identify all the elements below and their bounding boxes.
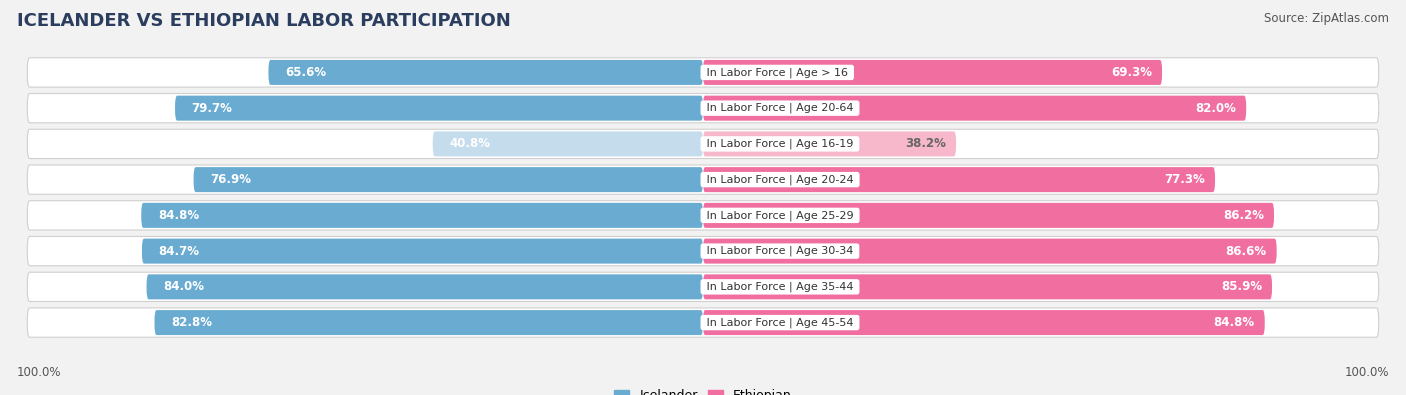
- Text: 82.0%: 82.0%: [1195, 102, 1236, 115]
- Text: Source: ZipAtlas.com: Source: ZipAtlas.com: [1264, 12, 1389, 25]
- Text: 84.7%: 84.7%: [159, 245, 200, 258]
- Legend: Icelander, Ethiopian: Icelander, Ethiopian: [609, 384, 797, 395]
- Text: 100.0%: 100.0%: [17, 366, 62, 379]
- Text: In Labor Force | Age 35-44: In Labor Force | Age 35-44: [703, 282, 858, 292]
- Text: 84.8%: 84.8%: [157, 209, 198, 222]
- Text: In Labor Force | Age 16-19: In Labor Force | Age 16-19: [703, 139, 856, 149]
- Text: 38.2%: 38.2%: [905, 137, 946, 150]
- Text: ICELANDER VS ETHIOPIAN LABOR PARTICIPATION: ICELANDER VS ETHIOPIAN LABOR PARTICIPATI…: [17, 12, 510, 30]
- Text: 77.3%: 77.3%: [1164, 173, 1205, 186]
- Text: In Labor Force | Age 20-24: In Labor Force | Age 20-24: [703, 174, 858, 185]
- FancyBboxPatch shape: [433, 132, 703, 156]
- Text: 82.8%: 82.8%: [172, 316, 212, 329]
- Text: In Labor Force | Age 25-29: In Labor Force | Age 25-29: [703, 210, 858, 221]
- Text: 79.7%: 79.7%: [191, 102, 232, 115]
- Text: 86.6%: 86.6%: [1226, 245, 1267, 258]
- FancyBboxPatch shape: [141, 203, 703, 228]
- Text: 84.0%: 84.0%: [163, 280, 204, 293]
- FancyBboxPatch shape: [703, 310, 1265, 335]
- FancyBboxPatch shape: [146, 275, 703, 299]
- FancyBboxPatch shape: [27, 129, 1379, 158]
- FancyBboxPatch shape: [703, 275, 1272, 299]
- Text: 69.3%: 69.3%: [1111, 66, 1152, 79]
- FancyBboxPatch shape: [27, 201, 1379, 230]
- FancyBboxPatch shape: [703, 132, 956, 156]
- FancyBboxPatch shape: [27, 237, 1379, 266]
- Text: 40.8%: 40.8%: [450, 137, 491, 150]
- FancyBboxPatch shape: [27, 58, 1379, 87]
- Text: In Labor Force | Age > 16: In Labor Force | Age > 16: [703, 67, 852, 78]
- Text: In Labor Force | Age 20-64: In Labor Force | Age 20-64: [703, 103, 858, 113]
- Text: 76.9%: 76.9%: [209, 173, 252, 186]
- FancyBboxPatch shape: [703, 96, 1246, 120]
- Text: 85.9%: 85.9%: [1220, 280, 1263, 293]
- FancyBboxPatch shape: [703, 167, 1215, 192]
- FancyBboxPatch shape: [174, 96, 703, 120]
- FancyBboxPatch shape: [155, 310, 703, 335]
- FancyBboxPatch shape: [27, 165, 1379, 194]
- Text: In Labor Force | Age 45-54: In Labor Force | Age 45-54: [703, 317, 858, 328]
- Text: In Labor Force | Age 30-34: In Labor Force | Age 30-34: [703, 246, 856, 256]
- Text: 65.6%: 65.6%: [285, 66, 326, 79]
- FancyBboxPatch shape: [194, 167, 703, 192]
- FancyBboxPatch shape: [27, 94, 1379, 123]
- FancyBboxPatch shape: [27, 272, 1379, 301]
- FancyBboxPatch shape: [269, 60, 703, 85]
- FancyBboxPatch shape: [703, 60, 1163, 85]
- Text: 86.2%: 86.2%: [1223, 209, 1264, 222]
- FancyBboxPatch shape: [27, 308, 1379, 337]
- FancyBboxPatch shape: [703, 239, 1277, 263]
- FancyBboxPatch shape: [703, 203, 1274, 228]
- Text: 84.8%: 84.8%: [1213, 316, 1254, 329]
- Text: 100.0%: 100.0%: [1344, 366, 1389, 379]
- FancyBboxPatch shape: [142, 239, 703, 263]
